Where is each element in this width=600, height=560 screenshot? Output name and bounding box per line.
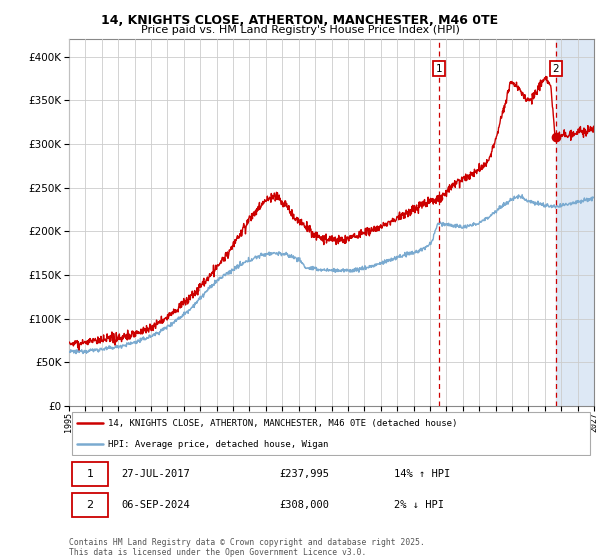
Text: £237,995: £237,995 — [279, 469, 329, 479]
Text: 14, KNIGHTS CLOSE, ATHERTON, MANCHESTER, M46 0TE: 14, KNIGHTS CLOSE, ATHERTON, MANCHESTER,… — [101, 14, 499, 27]
Text: 2: 2 — [553, 63, 559, 73]
FancyBboxPatch shape — [71, 463, 109, 486]
Text: 14% ↑ HPI: 14% ↑ HPI — [395, 469, 451, 479]
Text: 27-JUL-2017: 27-JUL-2017 — [121, 469, 190, 479]
Text: HPI: Average price, detached house, Wigan: HPI: Average price, detached house, Wiga… — [109, 440, 329, 449]
Text: Price paid vs. HM Land Registry's House Price Index (HPI): Price paid vs. HM Land Registry's House … — [140, 25, 460, 35]
Text: £308,000: £308,000 — [279, 500, 329, 510]
Text: 06-SEP-2024: 06-SEP-2024 — [121, 500, 190, 510]
Text: Contains HM Land Registry data © Crown copyright and database right 2025.
This d: Contains HM Land Registry data © Crown c… — [69, 538, 425, 557]
Bar — [556, 39, 594, 406]
Text: 14, KNIGHTS CLOSE, ATHERTON, MANCHESTER, M46 0TE (detached house): 14, KNIGHTS CLOSE, ATHERTON, MANCHESTER,… — [109, 419, 458, 428]
Text: 1: 1 — [86, 469, 94, 479]
Text: 1: 1 — [436, 63, 443, 73]
Text: 2% ↓ HPI: 2% ↓ HPI — [395, 500, 445, 510]
FancyBboxPatch shape — [71, 412, 590, 455]
FancyBboxPatch shape — [71, 493, 109, 517]
Text: 2: 2 — [86, 500, 94, 510]
